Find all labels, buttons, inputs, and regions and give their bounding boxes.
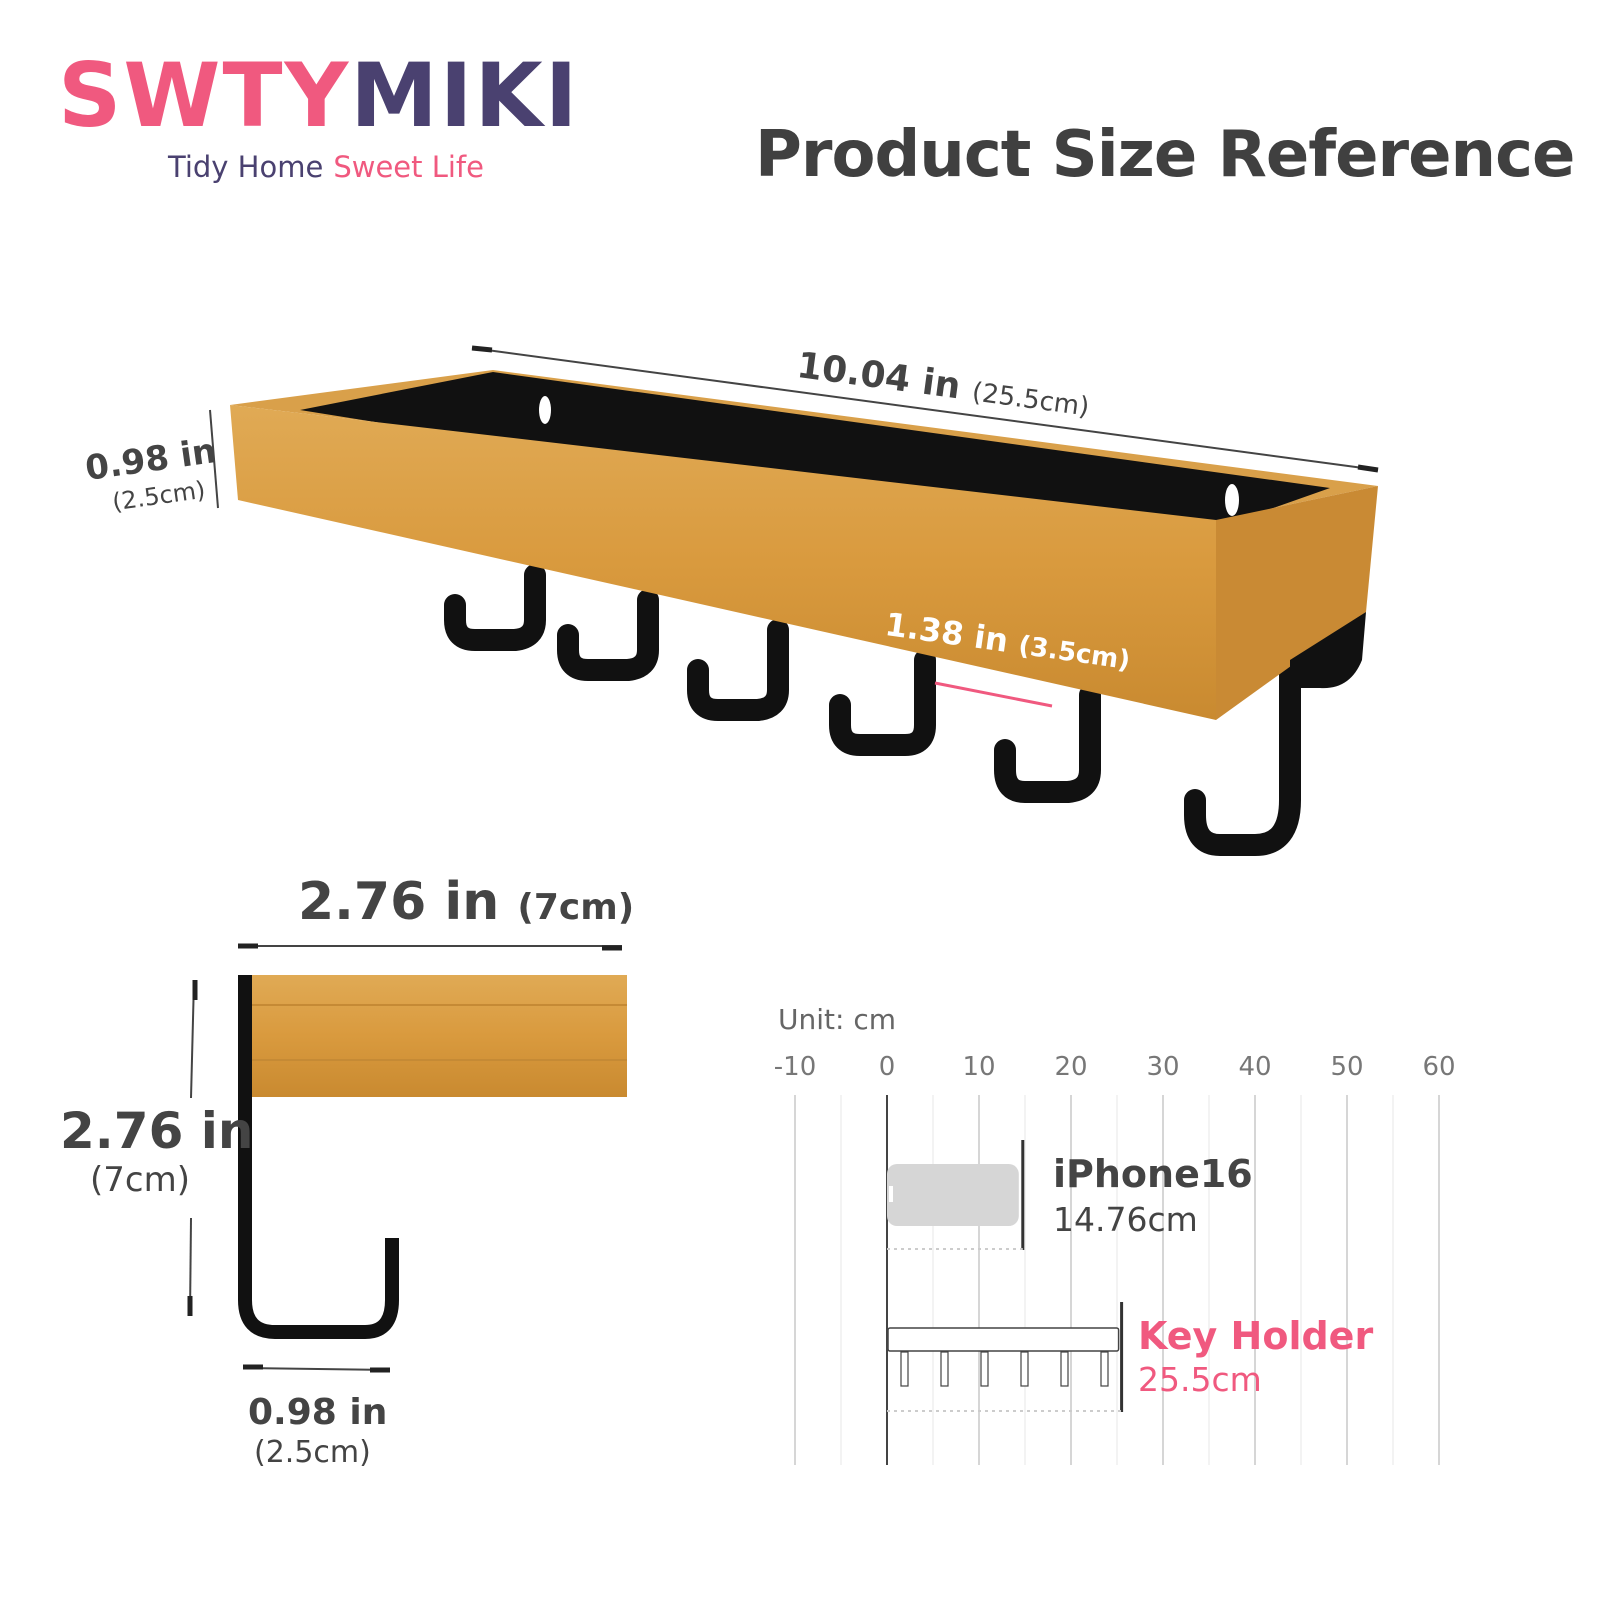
key-holder-hook: [900, 1351, 909, 1387]
tick-label: 40: [1238, 1052, 1272, 1082]
key-holder-hook: [1100, 1351, 1109, 1387]
tick-label: 20: [1054, 1052, 1088, 1082]
unit-label: Unit: cm: [778, 1003, 897, 1036]
iphone-notch: [889, 1186, 893, 1202]
tick-label: 30: [1146, 1052, 1180, 1082]
iphone-shape: [887, 1164, 1019, 1226]
comparison-item-iphone: iPhone16 14.76cm: [1053, 1152, 1253, 1239]
tick-label: 50: [1330, 1052, 1364, 1082]
hook-width-metric: (2.5cm): [254, 1435, 371, 1470]
depth-dimension-label: 2.76 in (7cm): [298, 872, 635, 932]
tick-label: 10: [962, 1052, 996, 1082]
key-holder-hook: [1060, 1351, 1069, 1387]
key-holder-hook: [980, 1351, 989, 1387]
tick-label: 60: [1422, 1052, 1456, 1082]
brand-tagline: Tidy Home Sweet Life: [168, 150, 484, 184]
side-height-metric: (7cm): [90, 1160, 190, 1200]
tick-label: 0: [878, 1052, 896, 1082]
key-holder-shape: [887, 1327, 1120, 1352]
tick-label: -10: [773, 1052, 817, 1082]
side-height-value: 2.76 in: [60, 1102, 254, 1160]
brand-logo: SWTYMIKI: [58, 44, 580, 147]
hook-width-value: 0.98 in: [248, 1392, 388, 1433]
key-holder-hook: [940, 1351, 949, 1387]
comparison-item-key-holder: Key Holder 25.5cm: [1138, 1314, 1374, 1399]
hooks: [444, 564, 1301, 856]
page-title: Product Size Reference: [755, 118, 1575, 192]
key-holder-hook: [1020, 1351, 1029, 1387]
comparison-ruler: [794, 1095, 1440, 1465]
